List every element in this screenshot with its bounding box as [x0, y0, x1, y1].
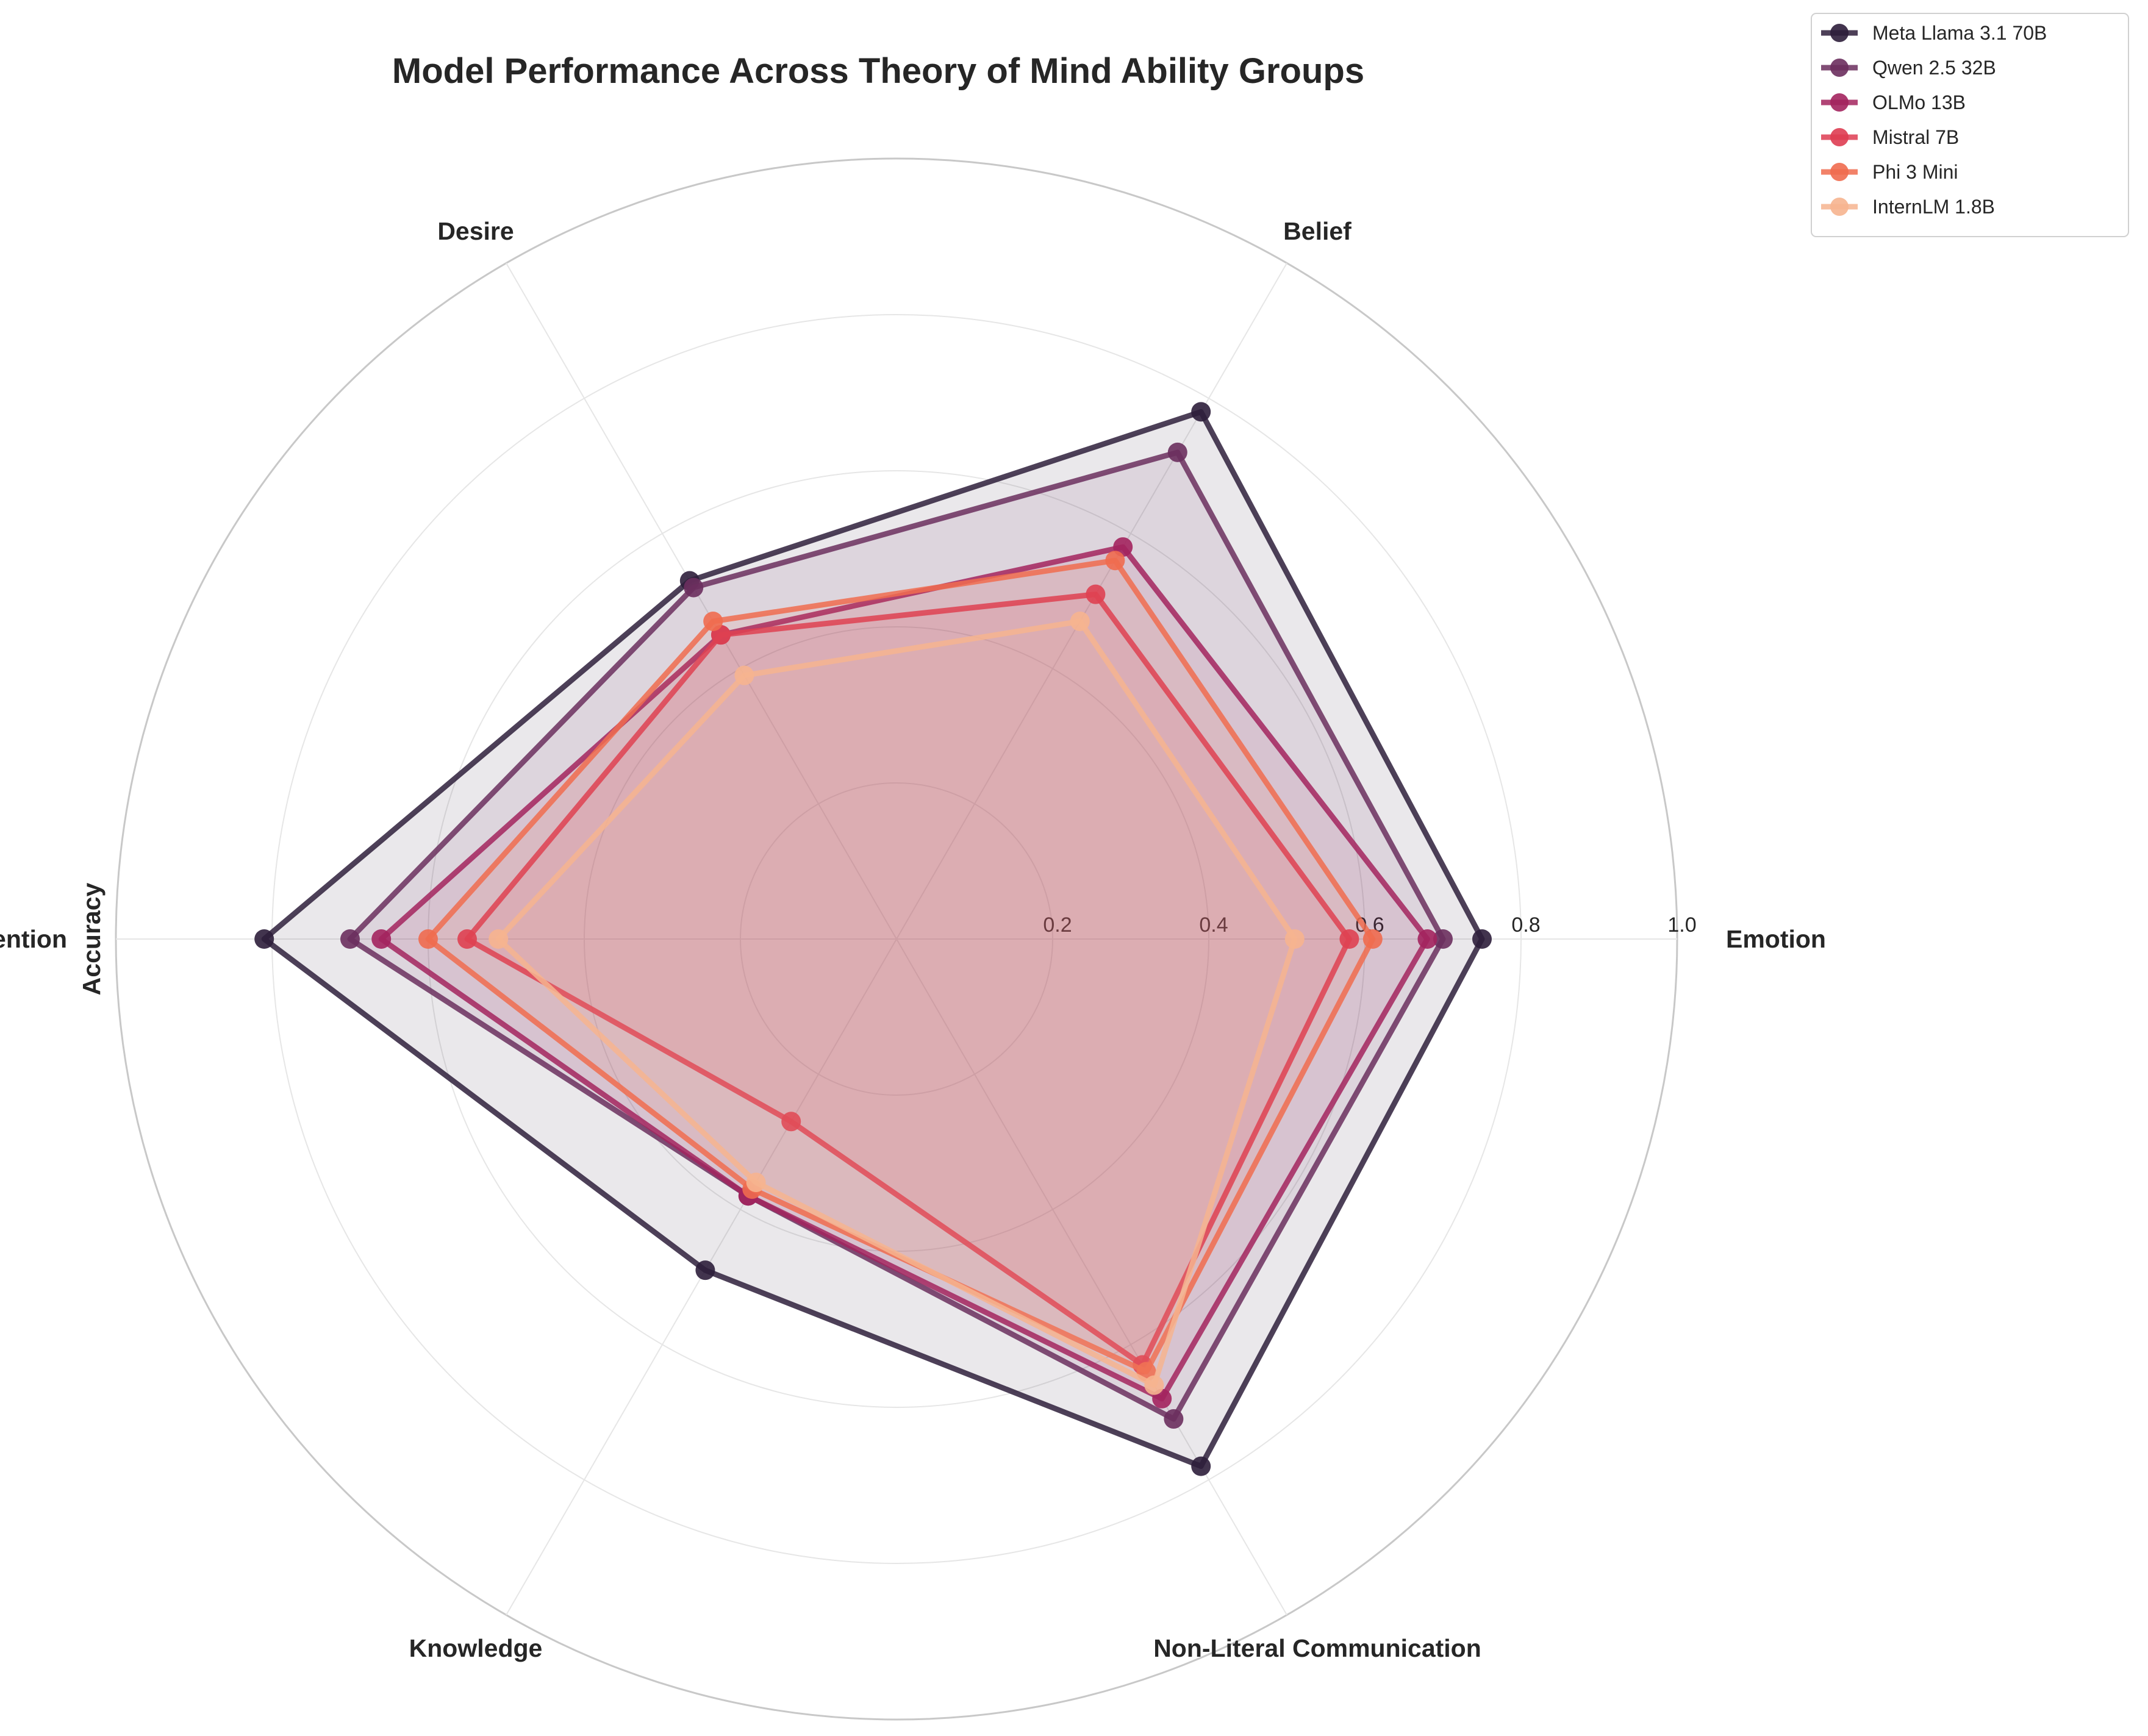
y-axis-label: Accuracy — [77, 882, 106, 995]
legend-item: InternLM 1.8B — [1821, 196, 1995, 218]
data-point — [746, 1173, 766, 1193]
data-point — [340, 929, 360, 949]
data-point — [489, 929, 509, 949]
radial-tick-label: 0.2 — [1043, 913, 1072, 937]
legend: Meta Llama 3.1 70B Qwen 2.5 32B OLMo 13B Mi… — [1811, 13, 2129, 237]
data-point — [1167, 442, 1187, 462]
legend-item: Mistral 7B — [1821, 126, 1959, 148]
data-point — [418, 929, 438, 949]
data-point — [684, 577, 704, 598]
data-point — [781, 1112, 801, 1132]
data-point — [371, 929, 392, 949]
radial-tick-label: 0.4 — [1199, 913, 1228, 937]
category-label: Desire — [437, 217, 514, 245]
legend-label: Meta Llama 3.1 70B — [1872, 22, 2047, 44]
legend-label: Qwen 2.5 32B — [1872, 57, 1996, 79]
data-point — [734, 665, 754, 685]
series-layer — [254, 402, 1492, 1476]
data-point — [1472, 929, 1492, 949]
legend-marker — [1830, 93, 1849, 112]
category-label: Intention — [0, 925, 67, 953]
data-point — [1070, 611, 1090, 631]
legend-marker — [1830, 24, 1849, 42]
data-point — [695, 1260, 715, 1281]
legend-item: OLMo 13B — [1821, 91, 1966, 113]
data-point — [1417, 929, 1437, 949]
grid-spoke — [506, 262, 897, 940]
series-fill — [467, 594, 1350, 1365]
chart-title: Model Performance Across Theory of Mind … — [392, 51, 1364, 91]
data-point — [1433, 929, 1453, 949]
legend-item: Meta Llama 3.1 70B — [1821, 22, 2047, 44]
legend-label: OLMo 13B — [1872, 91, 1966, 113]
category-label: Non-Literal Communication — [1153, 1634, 1481, 1662]
legend-label: Phi 3 Mini — [1872, 161, 1958, 183]
data-point — [1362, 929, 1383, 949]
legend-label: Mistral 7B — [1872, 126, 1959, 148]
data-point — [1105, 551, 1125, 571]
series-group — [489, 611, 1305, 1395]
category-label: Emotion — [1726, 925, 1826, 953]
legend-marker — [1830, 128, 1849, 146]
series-group — [254, 402, 1492, 1476]
legend-marker — [1830, 198, 1849, 216]
data-point — [703, 611, 723, 631]
legend-label: InternLM 1.8B — [1872, 196, 1995, 218]
data-point — [254, 929, 274, 949]
category-labels: Emotion Belief Desire Intention Knowledge Non… — [0, 217, 1826, 1662]
series-fill — [381, 547, 1428, 1399]
radial-tick-label: 0.8 — [1511, 913, 1540, 937]
legend-item: Qwen 2.5 32B — [1821, 57, 1996, 79]
data-point — [1191, 402, 1211, 422]
data-point — [1144, 1375, 1164, 1395]
series-group — [371, 537, 1437, 1409]
series-fill — [264, 412, 1483, 1466]
data-point — [1086, 584, 1106, 604]
category-label: Knowledge — [409, 1634, 543, 1662]
radial-tick-label: 1.0 — [1667, 913, 1696, 937]
legend-marker — [1830, 59, 1849, 77]
legend-marker — [1830, 163, 1849, 181]
data-point — [1191, 1456, 1211, 1476]
data-point — [1284, 929, 1305, 949]
series-fill — [498, 621, 1295, 1385]
legend-box — [1811, 13, 2129, 237]
category-label: Belief — [1283, 217, 1351, 245]
data-point — [1164, 1409, 1184, 1429]
data-point — [1339, 929, 1359, 949]
data-point — [457, 929, 477, 949]
legend-item: Phi 3 Mini — [1821, 161, 1958, 183]
grid-spoke — [896, 938, 1287, 1616]
